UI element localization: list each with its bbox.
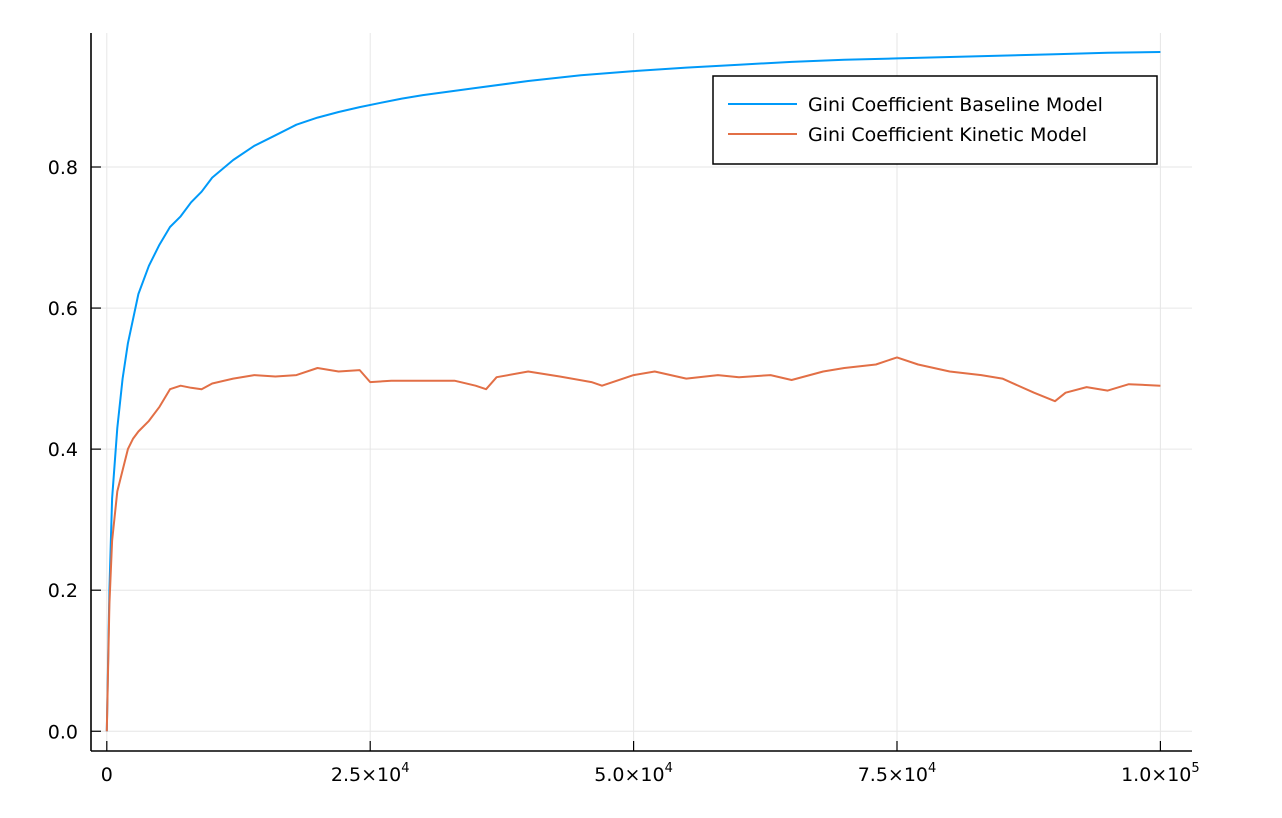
x-tick-label: 0 (101, 764, 113, 786)
tick-layer: 0.0 0.2 0.4 0.6 0.8 0 2.5×104 5.0×104 7.5×104 1.0… (48, 157, 1200, 786)
y-tick-label: 0.6 (48, 298, 78, 320)
legend-label-kinetic: Gini Coefficient Kinetic Model (808, 124, 1087, 146)
grid-lines (91, 33, 1192, 751)
x-tick-label: 7.5×104 (858, 761, 937, 786)
series-layer (105, 51, 1161, 732)
y-tick-label: 0.4 (48, 439, 78, 461)
x-tick-label: 2.5×104 (331, 761, 410, 786)
legend: Gini Coefficient Baseline Model Gini Coe… (712, 75, 1158, 165)
y-tick-label: 0.2 (48, 580, 78, 602)
series-line-baseline (105, 51, 1161, 732)
y-tick-label: 0.8 (48, 157, 78, 179)
legend-box (712, 75, 1158, 165)
series-line-kinetic (105, 356, 1161, 732)
x-tick-label: 1.0×105 (1121, 761, 1200, 786)
legend-label-baseline: Gini Coefficient Baseline Model (808, 94, 1103, 116)
x-tick-label: 5.0×104 (594, 761, 673, 786)
y-tick-label: 0.0 (48, 721, 78, 743)
axes (90, 33, 1192, 752)
